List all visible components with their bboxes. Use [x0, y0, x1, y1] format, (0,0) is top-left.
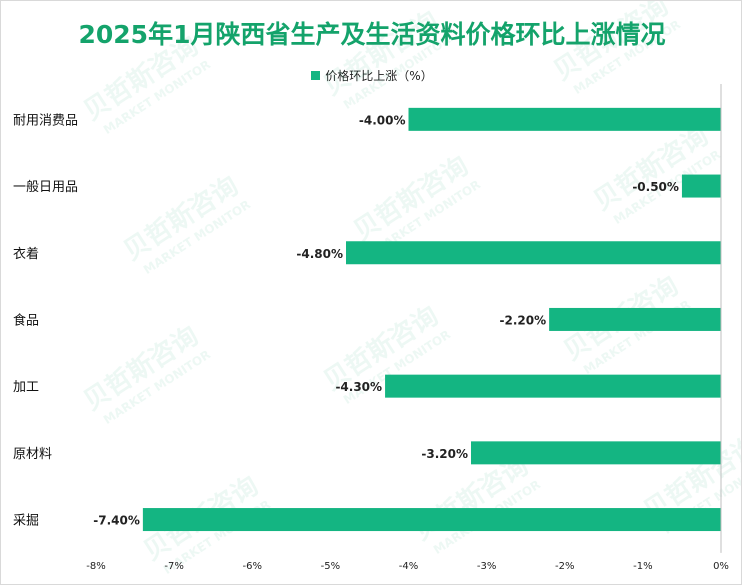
category-label: 衣着 — [13, 246, 39, 262]
legend-swatch — [311, 71, 321, 80]
data-label: -4.80% — [296, 247, 343, 261]
category-label: 采掘 — [13, 514, 39, 529]
data-label: -0.50% — [632, 180, 679, 194]
bar — [408, 107, 721, 131]
data-label: -4.00% — [359, 113, 406, 127]
category-label: 原材料 — [13, 447, 52, 462]
category-label: 食品 — [13, 312, 39, 328]
bar — [681, 174, 721, 198]
category-label: 耐用消费品 — [13, 113, 78, 128]
legend-label: 价格环比上涨（%） — [325, 69, 433, 83]
legend: 价格环比上涨（%） — [1, 67, 741, 84]
chart-title: 2025年1月陕西省生产及生活资料价格环比上涨情况 — [78, 20, 666, 49]
labels-group: 耐用消费品 -4.00% 一般日用品 -0.50% 衣着 -4.80% 食品 -2.20% 加工… — [13, 113, 729, 572]
x-tick-label: -3% — [477, 561, 496, 572]
data-label: -4.30% — [335, 380, 382, 394]
category-label: 一般日用品 — [13, 179, 78, 195]
data-label: -2.20% — [500, 313, 547, 327]
bars-group — [142, 84, 722, 553]
x-tick-label: -2% — [555, 561, 574, 572]
bar — [385, 374, 721, 398]
x-tick-label: -8% — [86, 561, 105, 572]
bar — [549, 307, 721, 331]
x-tick-label: -1% — [633, 561, 652, 572]
bar — [471, 441, 721, 465]
bar — [346, 241, 721, 265]
category-label: 加工 — [13, 380, 39, 395]
x-tick-label: -7% — [164, 561, 183, 572]
x-tick-label: -6% — [243, 561, 262, 572]
data-label: -7.40% — [93, 514, 140, 528]
x-tick-label: 0% — [713, 561, 729, 572]
bar — [142, 508, 721, 532]
x-tick-label: -5% — [321, 561, 340, 572]
x-tick-label: -4% — [399, 561, 418, 572]
data-label: -3.20% — [421, 447, 468, 461]
